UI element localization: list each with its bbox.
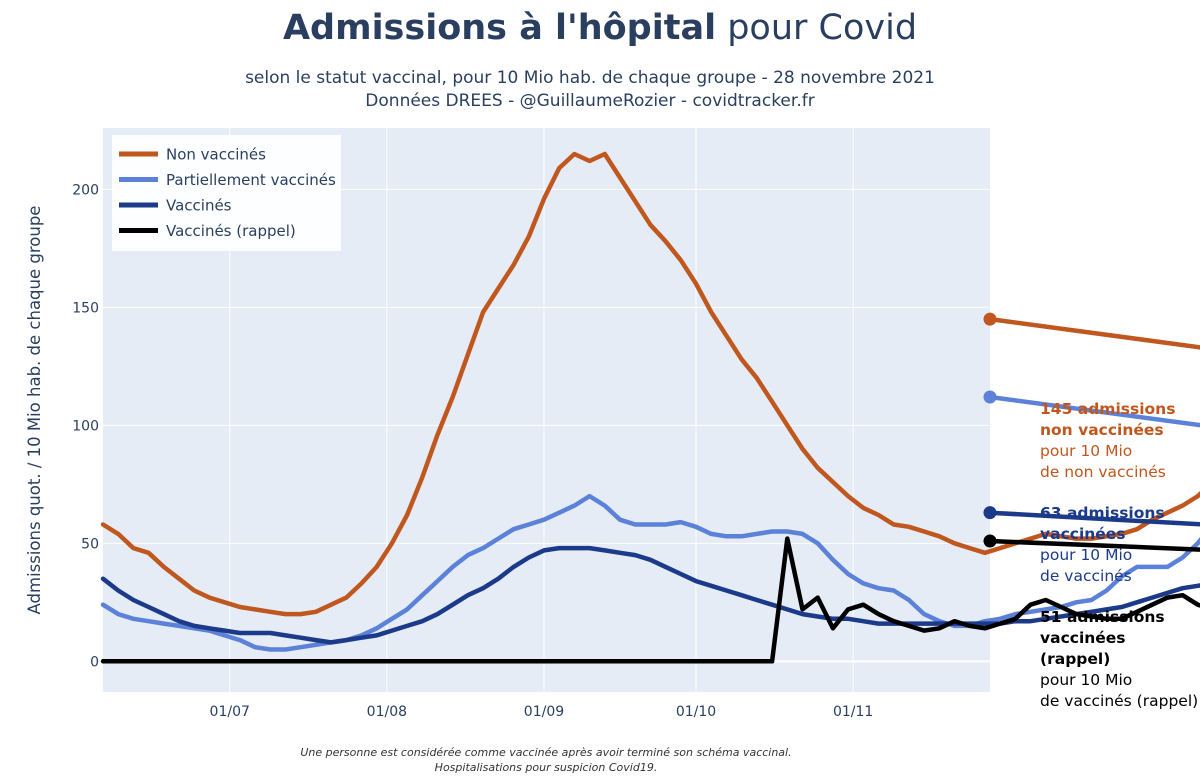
- legend-label: Partiellement vaccinés: [166, 171, 336, 189]
- annotation-line: pour 10 Mio: [1040, 671, 1133, 689]
- x-tick-labels: 01/07 01/08 01/09 01/10 01/11: [210, 704, 874, 720]
- chart-subtitle-line2: Données DREES - @GuillaumeRozier - covid…: [365, 91, 815, 111]
- x-tick-label: 01/11: [833, 704, 873, 720]
- footnote-line2: Hospitalisations pour suspicion Covid19.: [434, 761, 658, 774]
- series-lines: [100, 151, 1200, 664]
- x-tick-label: 01/07: [210, 704, 250, 720]
- legend: Non vaccinés Partiellement vaccinés Vaccin…: [112, 135, 341, 251]
- annotation-line: 145 admissions: [1040, 400, 1176, 418]
- chart-title: Admissions à l'hôpital pour Covid: [0, 8, 1200, 48]
- footnote-line1: Une personne est considérée comme vaccin…: [300, 746, 792, 759]
- annotation-line: vaccinées (rappel): [1040, 629, 1126, 668]
- annotation-line: de non vaccinés: [1040, 463, 1166, 481]
- chart-title-rest: pour Covid: [716, 8, 918, 48]
- y-axis-label: Admissions quot. / 10 Mio hab. de chaque…: [25, 206, 44, 615]
- annotation-line: de vaccinés (rappel): [1040, 692, 1199, 710]
- y-tick-labels: 0 50 100 150 200: [72, 182, 99, 670]
- y-tick-label: 50: [81, 536, 99, 552]
- annotation-line: non vaccinées: [1040, 421, 1164, 439]
- series-line-0: [100, 151, 1200, 617]
- x-tick-label: 01/09: [524, 704, 564, 720]
- y-tick-label: 0: [90, 654, 99, 670]
- series-end-marker-2: [983, 506, 997, 520]
- legend-label: Non vaccinés: [166, 146, 266, 164]
- chart-subtitle-line1: selon le statut vaccinal, pour 10 Mio ha…: [245, 68, 935, 88]
- series-line-2: [100, 510, 1200, 645]
- chart-title-bold: Admissions à l'hôpital: [282, 8, 717, 48]
- footnote: Une personne est considérée comme vaccin…: [0, 745, 1092, 775]
- annotation-vaccines: 63 admissions vaccinées pour 10 Mio de v…: [1040, 503, 1165, 587]
- series-end-marker-3: [983, 534, 997, 548]
- annotation-vaccines-rappel: 51 admissions vaccinées (rappel) pour 10…: [1040, 607, 1200, 712]
- x-tick-label: 01/10: [676, 704, 716, 720]
- series-end-marker-0: [983, 312, 997, 326]
- series-end-marker-1: [983, 390, 997, 404]
- x-tick-label: 01/08: [367, 704, 407, 720]
- y-tick-label: 100: [72, 418, 99, 434]
- annotation-line: pour 10 Mio: [1040, 442, 1133, 460]
- series-line-3: [100, 536, 1200, 664]
- y-tick-label: 150: [72, 300, 99, 316]
- annotation-line: 63 admissions: [1040, 504, 1165, 522]
- annotation-line: pour 10 Mio: [1040, 546, 1133, 564]
- legend-label: Vaccinés (rappel): [166, 222, 296, 240]
- annotation-line: de vaccinés: [1040, 567, 1132, 585]
- annotation-line: vaccinées: [1040, 525, 1126, 543]
- series-line-1: [100, 394, 1200, 652]
- y-tick-label: 200: [72, 182, 99, 198]
- series-end-markers: [983, 312, 997, 548]
- annotation-non-vaccines: 145 admissions non vaccinées pour 10 Mio…: [1040, 399, 1175, 483]
- legend-label: Vaccinés: [166, 197, 232, 215]
- annotation-line: 51 admissions: [1040, 608, 1165, 626]
